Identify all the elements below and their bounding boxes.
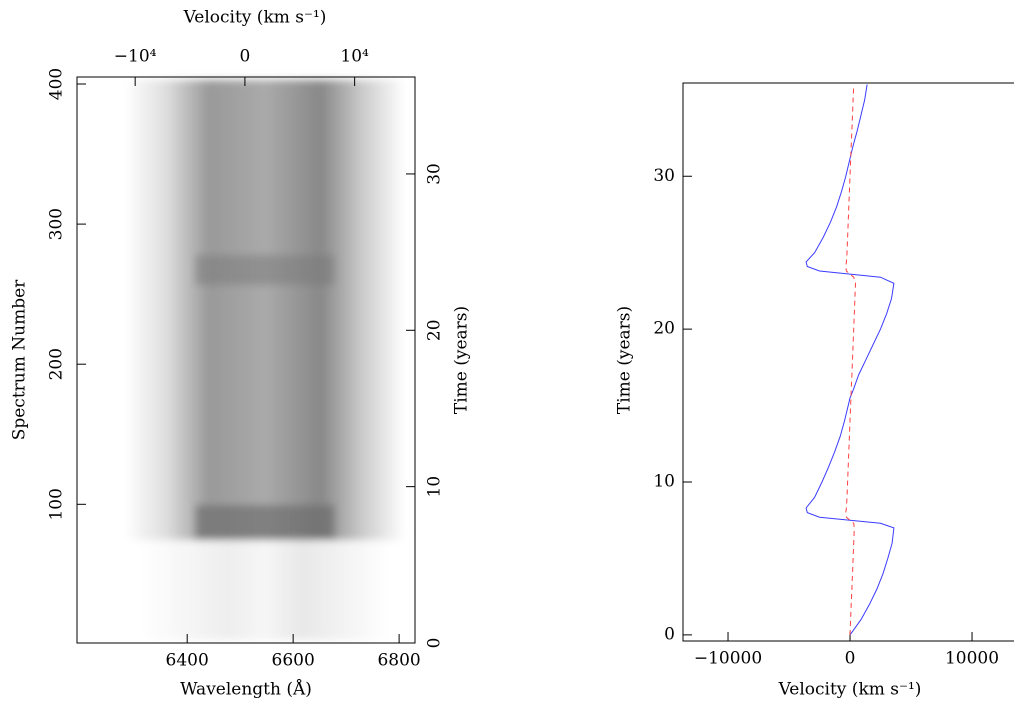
plot-frame <box>76 76 416 644</box>
x-tick-label: 6400 <box>166 651 209 671</box>
x-tick-label: 6800 <box>377 651 420 671</box>
x-axis-label: Velocity (km s⁻¹) <box>778 680 922 700</box>
y-tick-label: 200 <box>47 348 67 380</box>
x2-axis-label: Velocity (km s⁻¹) <box>183 8 327 28</box>
y2-axis-label: Time (years) <box>452 306 472 414</box>
y-tick-label: 30 <box>653 166 675 186</box>
data-line <box>805 84 895 636</box>
x-tick-label: 10000 <box>945 649 999 669</box>
y-tick-label: 300 <box>47 208 67 240</box>
y2-tick-label: 20 <box>425 319 445 341</box>
x2-tick-label: 0 <box>239 47 250 67</box>
y-tick-label: 20 <box>653 319 675 339</box>
x-tick-label: 0 <box>845 649 856 669</box>
y-tick-label: 100 <box>47 488 67 520</box>
x-tick-label: −10000 <box>694 649 762 669</box>
y2-tick-label: 0 <box>425 638 445 649</box>
x2-tick-label: 10⁴ <box>340 47 369 67</box>
y-axis-label: Spectrum Number <box>10 279 30 440</box>
plot-frame <box>682 82 1014 642</box>
y-tick-label: 400 <box>47 68 67 100</box>
y-tick-label: 0 <box>664 624 675 644</box>
y-axis-label: Time (years) <box>615 306 635 414</box>
x-tick-label: 6600 <box>272 651 315 671</box>
data-line <box>845 84 857 635</box>
x-axis-label: Wavelength (Å) <box>180 679 312 700</box>
x2-tick-label: −10⁴ <box>114 47 157 67</box>
y-tick-label: 10 <box>653 472 675 492</box>
spectrum-image <box>125 80 405 640</box>
y2-tick-label: 30 <box>425 163 445 185</box>
y2-tick-label: 10 <box>425 476 445 498</box>
